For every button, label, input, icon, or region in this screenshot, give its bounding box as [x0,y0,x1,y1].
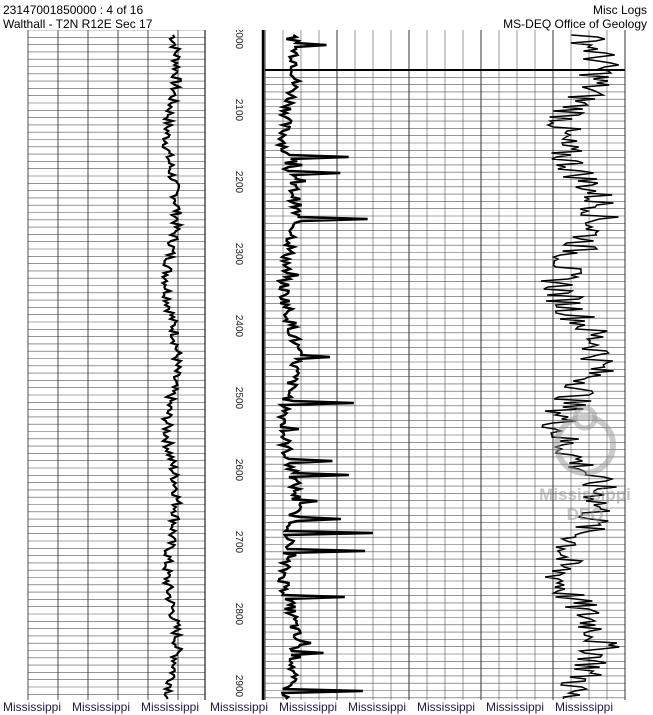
footer: Mississippi Mississippi Mississippi Miss… [3,700,624,714]
depth-label: 2500 [233,387,244,410]
well-location: Walthall - T2N R12E Sec 17 [3,17,153,31]
watermark-line1: Mississippi [539,485,631,504]
well-id-page: 23147001850000 : 4 of 16 [3,3,144,17]
footer-text: Mississippi [210,700,269,714]
footer-text: Mississippi [555,700,614,714]
depth-label: 2700 [233,531,244,554]
depth-label: 2100 [233,99,244,122]
depth-label: 2300 [233,243,244,266]
footer-text: Mississippi [348,700,407,714]
log-curve-resistivity [273,33,373,700]
log-type: Misc Logs [592,3,647,17]
watermark-emblem-icon [554,405,616,476]
watermark-line2: DEQ [566,505,604,524]
agency: MS-DEQ Office of Geology [503,17,647,31]
header-right: Misc Logs MS-DEQ Office of Geology [503,3,647,31]
footer-text: Mississippi [72,700,131,714]
depth-label: 2200 [233,171,244,194]
depth-label: 2800 [233,603,244,626]
well-log-image: 2000 2100 2200 2300 2400 2500 2600 2700 2800 2900 [27,30,626,700]
footer-text: Mississippi [486,700,545,714]
header-left: 23147001850000 : 4 of 16 Walthall - T2N … [3,3,152,31]
depth-label: 2900 [233,675,244,698]
footer-text: Mississippi [3,700,62,714]
footer-text: Mississippi [279,700,338,714]
log-curve-right [541,34,620,699]
log-curve-left [160,34,185,700]
depth-label: 2000 [233,30,244,50]
depth-label: 2600 [233,459,244,482]
watermark-logo: Mississippi DEQ [530,400,640,525]
depth-label: 2400 [233,315,244,338]
footer-text: Mississippi [417,700,476,714]
footer-text: Mississippi [141,700,200,714]
